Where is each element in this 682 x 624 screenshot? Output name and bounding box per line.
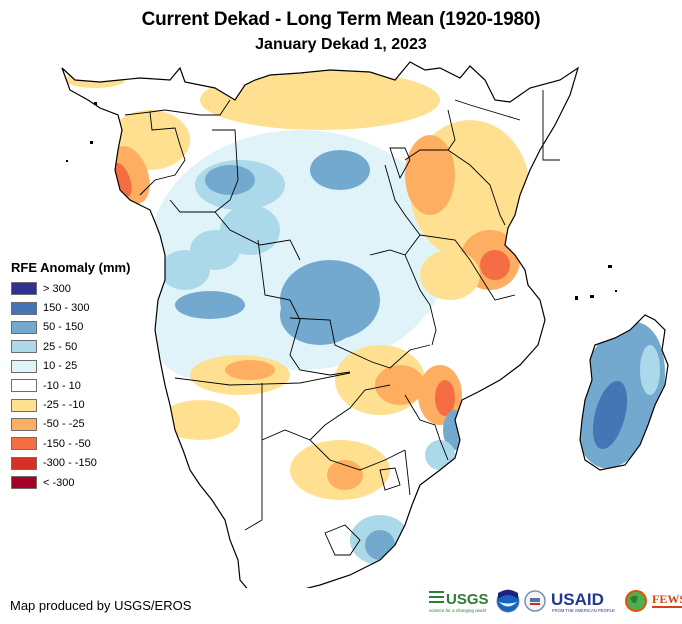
legend-label: -10 - 10	[43, 379, 81, 392]
anomaly-patch	[280, 285, 360, 345]
legend-label: 150 - 300	[43, 302, 90, 315]
legend-label: > 300	[43, 282, 71, 295]
anomaly-patch	[310, 150, 370, 190]
fews-net-globe-icon	[625, 590, 647, 612]
legend-label: -50 - -25	[43, 418, 85, 431]
map-credit: Map produced by USGS/EROS	[10, 598, 192, 613]
anomaly-patch	[112, 162, 132, 198]
legend-swatch	[11, 282, 37, 296]
legend-label: -25 - -10	[43, 399, 85, 412]
legend-label: < -300	[43, 476, 75, 489]
usgs-logo: USGS science for a changing world	[429, 591, 489, 613]
legend-swatch	[11, 301, 37, 315]
anomaly-patch	[160, 400, 240, 440]
legend-swatch	[11, 340, 37, 354]
anomaly-patch	[160, 250, 210, 290]
legend-item: < -300	[11, 473, 130, 492]
svg-text:USAID: USAID	[551, 590, 604, 609]
usaid-logo: USAID FROM THE AMERICAN PEOPLE	[551, 590, 615, 613]
legend-swatch	[11, 398, 37, 412]
noaa-logo	[496, 589, 520, 613]
usgs-logo-text: USGS	[446, 591, 489, 608]
legend-swatch	[11, 456, 37, 470]
legend-item: 50 - 150	[11, 318, 130, 337]
anomaly-patch	[405, 135, 455, 215]
legend-label: 10 - 25	[43, 360, 78, 373]
legend-label: -150 - -50	[43, 437, 91, 450]
legend-item: -50 - -25	[11, 415, 130, 434]
legend-item: 150 - 300	[11, 298, 130, 317]
fews-net-logo: FEWS NET	[652, 592, 682, 608]
legend-label: 50 - 150	[43, 321, 84, 334]
anomaly-patch	[200, 70, 440, 130]
usaid-seal	[524, 590, 546, 612]
anomaly-patch	[225, 360, 275, 380]
legend-item: 10 - 25	[11, 357, 130, 376]
legend-item: -25 - -10	[11, 395, 130, 414]
legend-item: -300 - -150	[11, 454, 130, 473]
rainfall-anomaly-map	[61, 61, 669, 588]
anomaly-patch	[375, 365, 425, 405]
legend-swatch	[11, 359, 37, 373]
map-subtitle: January Dekad 1, 2023	[255, 36, 427, 53]
legend-item: 25 - 50	[11, 337, 130, 356]
legend-item: > 300	[11, 279, 130, 298]
legend-swatch	[11, 379, 37, 393]
legend-swatch	[11, 476, 37, 490]
anomaly-patch	[592, 380, 628, 450]
svg-text:FROM THE AMERICAN PEOPLE: FROM THE AMERICAN PEOPLE	[552, 608, 615, 613]
legend-title: RFE Anomaly (mm)	[11, 260, 131, 275]
svg-text:FEWS NET: FEWS NET	[652, 592, 682, 606]
anomaly-patch	[327, 460, 363, 490]
svg-text:science for a changing world: science for a changing world	[429, 608, 487, 613]
anomaly-patch	[365, 530, 395, 560]
legend-item: -10 - 10	[11, 376, 130, 395]
anomaly-patch	[425, 440, 455, 470]
anomaly-patch	[420, 250, 480, 300]
anomaly-patch	[435, 380, 455, 416]
anomaly-patch	[205, 165, 255, 195]
partner-logos: USGS science for a changing world USAID …	[428, 586, 682, 616]
anomaly-patch	[640, 345, 660, 395]
anomaly-patch	[480, 250, 510, 280]
legend-swatch	[11, 320, 37, 334]
legend-label: 25 - 50	[43, 340, 78, 353]
islands	[66, 102, 617, 300]
legend-item: -150 - -50	[11, 434, 130, 453]
map-title: Current Dekad - Long Term Mean (1920-198…	[141, 9, 541, 30]
legend: RFE Anomaly (mm) > 300 150 - 300 50 - 150 2…	[11, 260, 130, 492]
country-borders	[124, 90, 560, 556]
anomaly-patch	[175, 291, 245, 319]
legend-swatch	[11, 417, 37, 431]
legend-label: -300 - -150	[43, 457, 97, 470]
legend-swatch	[11, 437, 37, 451]
